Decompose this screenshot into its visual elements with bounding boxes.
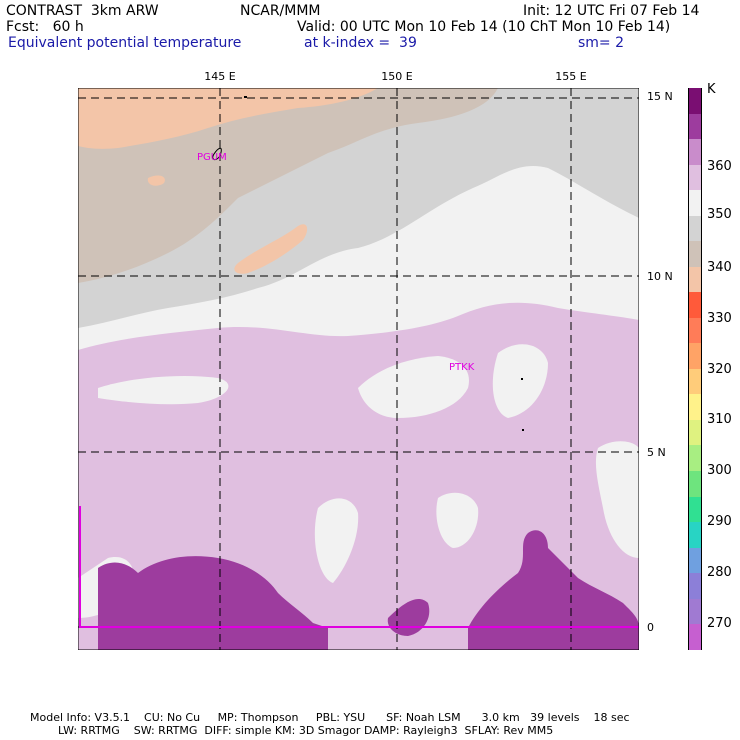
model-info-line2: LW: RRTMG SW: RRTMG DIFF: simple KM: 3D …	[58, 724, 554, 737]
white-patch-2	[492, 344, 548, 418]
colorbar-label: 290	[707, 514, 732, 529]
init-time: Init: 12 UTC Fri 07 Feb 14	[523, 3, 700, 19]
domain-boundary	[79, 506, 639, 628]
smoothing-label: sm= 2	[578, 35, 625, 51]
island-north	[244, 96, 247, 98]
lat-label-0: 0	[647, 621, 654, 634]
colorbar-swatch	[689, 624, 701, 650]
lon-label-155: 155 E	[555, 70, 587, 83]
colorbar-swatch	[689, 522, 701, 548]
purple-365-east	[468, 530, 639, 650]
peach-blob-small	[147, 175, 165, 186]
colorbar-swatch	[689, 368, 701, 395]
island-dot	[522, 429, 524, 431]
lat-label-5n: 5 N	[647, 446, 666, 459]
colorbar-swatch	[689, 547, 701, 574]
theta-e-field	[78, 88, 639, 650]
white-patch	[358, 356, 469, 418]
colorbar-swatch	[689, 317, 701, 344]
colorbar-swatch	[689, 190, 701, 216]
station-pgum: PGUM	[197, 152, 227, 163]
map-panel	[78, 88, 639, 650]
colorbar-label: 330	[707, 311, 732, 326]
station-ptkk: PTKK	[449, 362, 475, 373]
colorbar-swatch	[689, 88, 701, 114]
colorbar-swatch	[689, 496, 701, 523]
colorbar-swatch	[689, 343, 701, 369]
org-label: NCAR/MMM	[240, 3, 321, 19]
colorbar-label: 280	[707, 565, 732, 580]
colorbar-label: 340	[707, 260, 732, 275]
colorbar-swatch	[689, 445, 701, 471]
colorbar-swatch	[689, 139, 701, 165]
colorbar-label: 310	[707, 412, 732, 427]
colorbar-label: 360	[707, 159, 732, 174]
white-patch-7	[595, 441, 639, 558]
colorbar-label: 300	[707, 463, 732, 478]
colorbar-unit: K	[707, 82, 716, 97]
colorbar-swatch	[689, 266, 701, 293]
colorbar-swatch	[689, 292, 701, 318]
colorbar-swatch	[689, 573, 701, 599]
colorbar-swatch	[689, 419, 701, 446]
colorbar-swatch	[689, 215, 701, 242]
colorbar-swatch	[689, 241, 701, 267]
peach-region	[78, 88, 378, 149]
field-name: Equivalent potential temperature	[8, 35, 242, 51]
peach-blob	[234, 224, 308, 274]
white-patch-5	[436, 492, 479, 548]
colorbar-swatch	[689, 164, 701, 191]
colorbar-label: 320	[707, 362, 732, 377]
colorbar-label: 350	[707, 207, 732, 222]
white-patch-4	[314, 498, 359, 583]
valid-time: Valid: 00 UTC Mon 10 Feb 14 (10 ChT Mon …	[297, 19, 671, 35]
tan-region	[78, 88, 498, 283]
lon-label-145: 145 E	[204, 70, 236, 83]
ptkk-island	[521, 378, 523, 380]
colorbar-swatch	[689, 598, 701, 625]
model-title: CONTRAST 3km ARW	[6, 3, 159, 19]
model-info-line1: Model Info: V3.5.1 CU: No Cu MP: Thompso…	[30, 711, 630, 724]
colorbar-swatch	[689, 113, 701, 140]
forecast-hour: Fcst: 60 h	[6, 19, 84, 35]
colorbar-swatch	[689, 470, 701, 497]
colorbar	[688, 88, 702, 650]
lat-label-15n: 15 N	[647, 90, 673, 103]
colorbar-label: 270	[707, 616, 732, 631]
level-label: at k-index = 39	[304, 35, 417, 51]
guam-coastline	[212, 147, 222, 161]
lon-label-150: 150 E	[381, 70, 413, 83]
white-patch-3	[98, 376, 229, 405]
lat-label-10n: 10 N	[647, 270, 673, 283]
colorbar-swatch	[689, 394, 701, 420]
